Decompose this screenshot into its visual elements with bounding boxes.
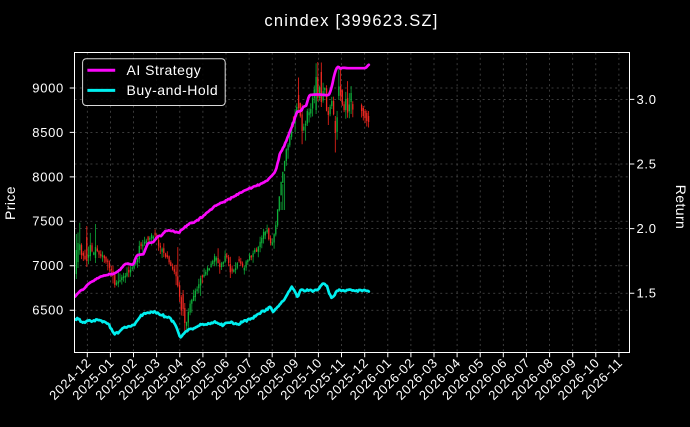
svg-text:6500: 6500 <box>32 303 64 318</box>
svg-text:3.0: 3.0 <box>637 92 657 107</box>
svg-text:Return: Return <box>673 185 689 229</box>
svg-text:AI Strategy: AI Strategy <box>127 62 202 78</box>
svg-text:7500: 7500 <box>32 214 64 229</box>
svg-text:cnindex [399623.SZ]: cnindex [399623.SZ] <box>264 12 438 30</box>
svg-text:2.0: 2.0 <box>637 221 657 236</box>
svg-text:1.5: 1.5 <box>637 286 657 301</box>
svg-text:2.5: 2.5 <box>637 156 657 171</box>
svg-text:8500: 8500 <box>32 125 64 140</box>
svg-text:Buy-and-Hold: Buy-and-Hold <box>127 82 219 98</box>
svg-text:8000: 8000 <box>32 169 64 184</box>
svg-text:Price: Price <box>2 186 18 220</box>
svg-text:7000: 7000 <box>32 258 64 273</box>
svg-text:9000: 9000 <box>32 80 64 95</box>
